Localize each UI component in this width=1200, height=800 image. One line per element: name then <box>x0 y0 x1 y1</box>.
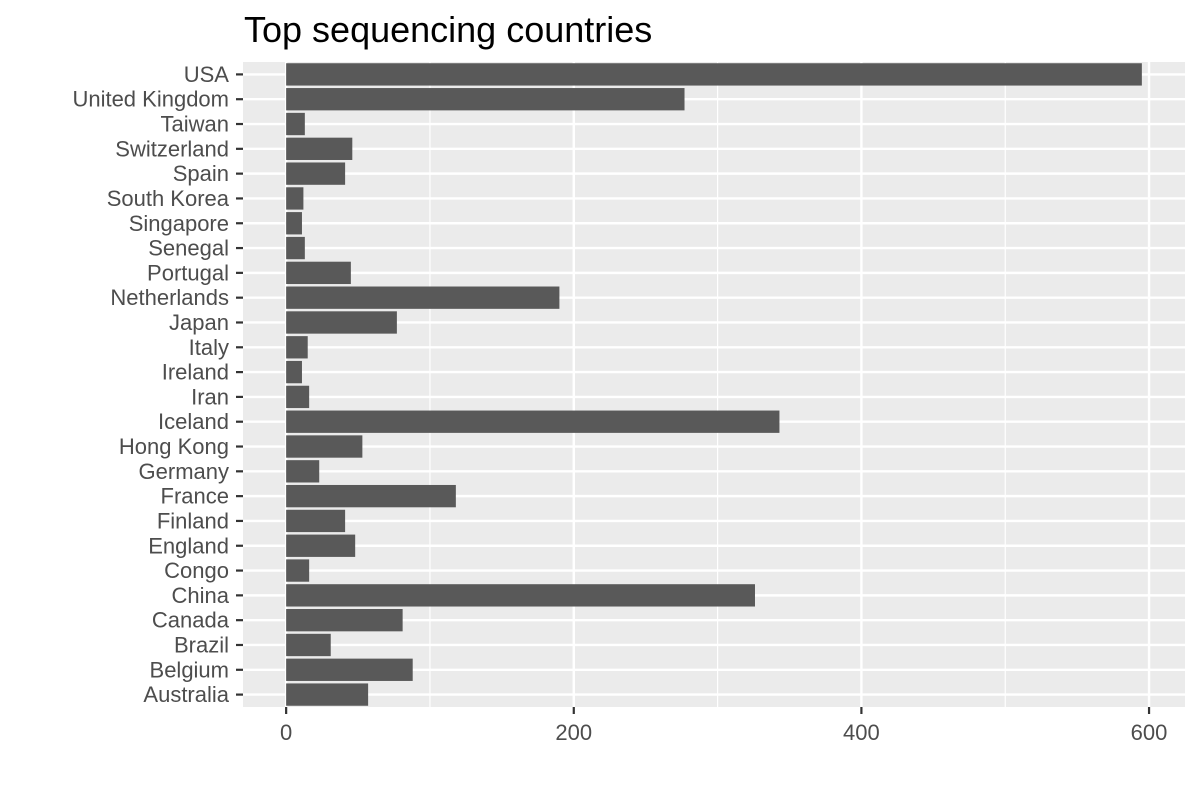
y-tick-label: Australia <box>143 682 229 707</box>
y-tick-label: Switzerland <box>115 136 229 161</box>
bar-singapore <box>286 212 302 235</box>
y-tick-label: Finland <box>157 508 229 533</box>
x-tick-label: 0 <box>280 720 292 745</box>
bar-japan <box>286 311 397 334</box>
bar-spain <box>286 162 346 185</box>
x-tick-label: 600 <box>1131 720 1168 745</box>
bar-senegal <box>286 236 305 260</box>
bars <box>286 63 1142 706</box>
bar-hong-kong <box>286 435 363 458</box>
bar-ireland <box>286 360 302 384</box>
bar-belgium <box>286 658 413 681</box>
bar-netherlands <box>286 286 560 309</box>
x-tick-label: 200 <box>555 720 592 745</box>
bar-united-kingdom <box>286 88 685 111</box>
y-tick-label: Iceland <box>158 409 229 434</box>
bar-england <box>286 534 356 557</box>
y-tick-label: Iran <box>191 384 229 409</box>
y-tick-label: Brazil <box>174 632 229 657</box>
y-tick-label: South Korea <box>107 186 230 211</box>
y-tick-label: Belgium <box>150 657 229 682</box>
y-tick-label: Canada <box>152 608 230 633</box>
y-tick-label: Germany <box>139 459 229 484</box>
bar-usa <box>286 63 1142 86</box>
bar-china <box>286 584 755 607</box>
bar-switzerland <box>286 137 353 160</box>
y-tick-label: Singapore <box>129 211 229 236</box>
bar-taiwan <box>286 112 305 136</box>
y-tick-label: Italy <box>189 335 229 360</box>
y-tick-label: Taiwan <box>161 112 229 137</box>
y-tick-label: France <box>161 484 229 509</box>
y-tick-label: Portugal <box>147 260 229 285</box>
y-tick-label: Hong Kong <box>119 434 229 459</box>
bar-iran <box>286 385 310 409</box>
y-tick-label: Spain <box>173 161 229 186</box>
bar-portugal <box>286 261 351 285</box>
bar-germany <box>286 460 320 483</box>
y-tick-label: Japan <box>169 310 229 335</box>
y-tick-label: Senegal <box>148 236 229 261</box>
bar-italy <box>286 336 308 359</box>
bar-finland <box>286 509 346 533</box>
y-tick-label: China <box>172 583 230 608</box>
y-tick-label: USA <box>184 62 230 87</box>
bar-france <box>286 484 456 508</box>
x-tick-label: 400 <box>843 720 880 745</box>
y-tick-label: Netherlands <box>110 285 229 310</box>
bar-australia <box>286 683 369 706</box>
y-tick-label: England <box>148 533 229 558</box>
bar-iceland <box>286 410 780 433</box>
bar-south-korea <box>286 187 304 210</box>
bar-brazil <box>286 633 331 657</box>
y-tick-label: Ireland <box>162 360 229 385</box>
bar-canada <box>286 609 403 632</box>
chart-title: Top sequencing countries <box>244 9 652 50</box>
x-axis: 0 200 400 600 <box>280 707 1167 745</box>
y-tick-label: United Kingdom <box>72 87 229 112</box>
bar-congo <box>286 559 310 582</box>
y-tick-label: Congo <box>164 558 229 583</box>
